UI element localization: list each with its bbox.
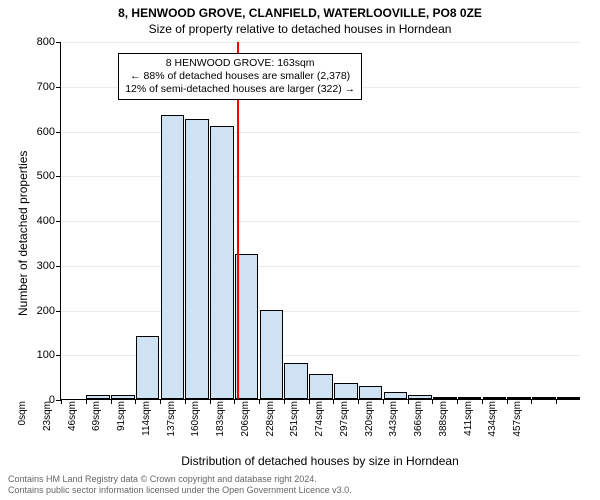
xtick-label: 366sqm — [413, 401, 424, 449]
xtick-label: 183sqm — [215, 401, 226, 449]
histogram-bar — [458, 397, 482, 399]
xtick-mark — [383, 399, 384, 404]
gridline — [61, 311, 580, 312]
histogram-bar — [210, 126, 234, 399]
annotation-box: 8 HENWOOD GROVE: 163sqm← 88% of detached… — [118, 53, 362, 100]
xtick-mark — [210, 399, 211, 404]
xtick-mark — [86, 399, 87, 404]
ytick-mark — [56, 176, 61, 177]
xtick-mark — [185, 399, 186, 404]
ytick-mark — [56, 132, 61, 133]
ytick-label: 400 — [37, 215, 55, 227]
xtick-label: 46sqm — [67, 401, 78, 449]
xtick-mark — [457, 399, 458, 404]
histogram-bar — [185, 119, 209, 399]
histogram-bar — [284, 363, 308, 399]
xtick-mark — [482, 399, 483, 404]
y-axis-label: Number of detached properties — [16, 151, 30, 316]
copyright-footer: Contains HM Land Registry data © Crown c… — [8, 474, 352, 496]
ytick-label: 700 — [37, 81, 55, 93]
ytick-label: 800 — [37, 36, 55, 48]
xtick-mark — [111, 399, 112, 404]
xtick-label: 411sqm — [463, 401, 474, 449]
histogram-bar — [334, 383, 358, 399]
annotation-line: 8 HENWOOD GROVE: 163sqm — [125, 57, 355, 70]
chart-container: 8, HENWOOD GROVE, CLANFIELD, WATERLOOVIL… — [0, 0, 600, 500]
ytick-mark — [56, 221, 61, 222]
xtick-label: 274sqm — [314, 401, 325, 449]
xtick-mark — [61, 399, 62, 404]
ytick-mark — [56, 355, 61, 356]
xtick-mark — [531, 399, 532, 404]
histogram-bar — [161, 115, 185, 399]
xtick-label: 251sqm — [289, 401, 300, 449]
gridline — [61, 176, 580, 177]
ytick-label: 300 — [37, 260, 55, 272]
xtick-mark — [333, 399, 334, 404]
histogram-bar — [557, 397, 581, 399]
xtick-label: 206sqm — [240, 401, 251, 449]
histogram-bar — [408, 395, 432, 399]
ytick-mark — [56, 42, 61, 43]
xtick-label: 388sqm — [438, 401, 449, 449]
xtick-mark — [309, 399, 310, 404]
xtick-mark — [408, 399, 409, 404]
xtick-label: 0sqm — [17, 401, 28, 449]
histogram-bar — [507, 397, 531, 399]
xtick-label: 228sqm — [265, 401, 276, 449]
ytick-label: 600 — [37, 126, 55, 138]
xtick-label: 114sqm — [141, 401, 152, 449]
xtick-mark — [358, 399, 359, 404]
xtick-label: 297sqm — [339, 401, 350, 449]
ytick-label: 200 — [37, 305, 55, 317]
ytick-mark — [56, 311, 61, 312]
xtick-label: 320sqm — [364, 401, 375, 449]
xtick-label: 23sqm — [42, 401, 53, 449]
histogram-bar — [532, 397, 556, 399]
gridline — [61, 266, 580, 267]
histogram-bar — [136, 336, 160, 399]
xtick-mark — [507, 399, 508, 404]
xtick-label: 434sqm — [487, 401, 498, 449]
xtick-label: 69sqm — [91, 401, 102, 449]
plot-area: 01002003004005006007008000sqm23sqm46sqm6… — [60, 42, 580, 400]
chart-title-sub: Size of property relative to detached ho… — [0, 20, 600, 36]
xtick-label: 91sqm — [116, 401, 127, 449]
x-axis-label: Distribution of detached houses by size … — [60, 454, 580, 468]
xtick-mark — [432, 399, 433, 404]
histogram-bar — [433, 397, 457, 399]
ytick-mark — [56, 266, 61, 267]
xtick-label: 137sqm — [166, 401, 177, 449]
xtick-label: 457sqm — [512, 401, 523, 449]
xtick-mark — [284, 399, 285, 404]
histogram-bar — [359, 386, 383, 399]
xtick-label: 160sqm — [190, 401, 201, 449]
xtick-mark — [556, 399, 557, 404]
annotation-line: 12% of semi-detached houses are larger (… — [125, 83, 355, 96]
footer-line-1: Contains HM Land Registry data © Crown c… — [8, 474, 352, 485]
xtick-mark — [160, 399, 161, 404]
xtick-mark — [135, 399, 136, 404]
ytick-label: 500 — [37, 170, 55, 182]
annotation-line: ← 88% of detached houses are smaller (2,… — [125, 70, 355, 83]
histogram-bar — [309, 374, 333, 399]
histogram-bar — [384, 392, 408, 399]
xtick-label: 343sqm — [388, 401, 399, 449]
ytick-mark — [56, 87, 61, 88]
histogram-bar — [86, 395, 110, 399]
gridline — [61, 221, 580, 222]
gridline — [61, 42, 580, 43]
chart-title-address: 8, HENWOOD GROVE, CLANFIELD, WATERLOOVIL… — [0, 0, 600, 20]
ytick-label: 100 — [37, 349, 55, 361]
xtick-mark — [259, 399, 260, 404]
histogram-bar — [111, 395, 135, 399]
histogram-bar — [260, 310, 284, 400]
xtick-mark — [234, 399, 235, 404]
footer-line-2: Contains public sector information licen… — [8, 485, 352, 496]
gridline — [61, 132, 580, 133]
histogram-bar — [483, 397, 507, 399]
